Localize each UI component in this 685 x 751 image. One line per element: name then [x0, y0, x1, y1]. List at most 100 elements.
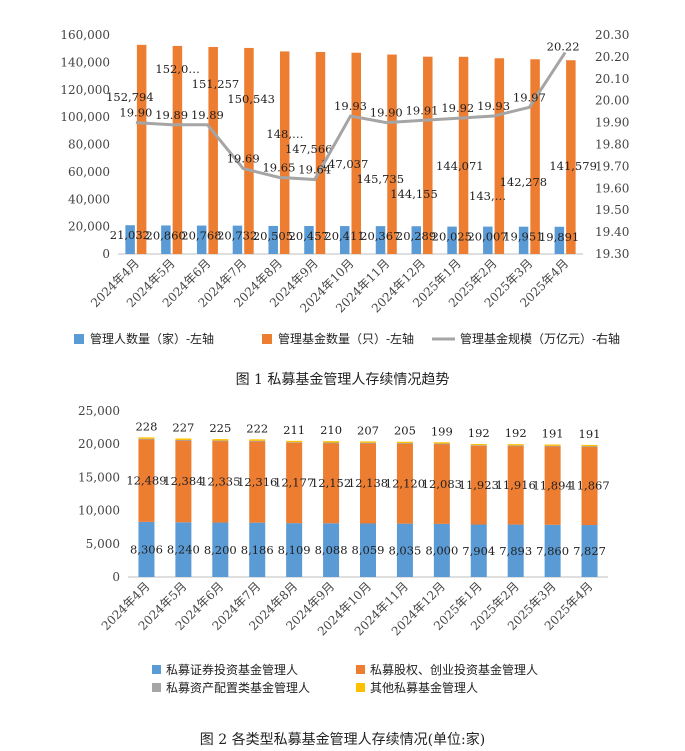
bar-segment-equity-vc — [544, 445, 561, 525]
bar-manager-count — [196, 225, 207, 254]
y-tick-label: 10,000 — [78, 504, 120, 518]
bar-fund-count — [494, 58, 505, 254]
y-right-tick-label: 20.20 — [595, 50, 629, 64]
legend-swatch-manager-count — [74, 334, 84, 344]
bar-fund-count — [244, 47, 254, 254]
bar-segment-securities — [433, 523, 450, 577]
data-label-fund-count: 151,257 — [192, 77, 240, 91]
bar-manager-count — [518, 226, 529, 254]
data-label-other: 199 — [431, 424, 453, 438]
bar-fund-count — [351, 52, 361, 255]
y-left-tick-label: 160,000 — [60, 28, 110, 42]
bar-segment-equity-vc — [507, 445, 524, 525]
data-label-manager-count: 20,860 — [146, 228, 186, 242]
data-label-fund-count: 147,566 — [285, 142, 333, 156]
data-label-securities: 7,904 — [462, 544, 495, 558]
data-label-manager-count: 19,891 — [539, 230, 579, 244]
bar-segment-equity-vc — [175, 440, 192, 523]
figure-2-caption: 图 2 各类型私募基金管理人存续情况(单位:家) — [199, 732, 486, 748]
bar-segment-equity-vc — [323, 442, 340, 524]
data-label-securities: 8,186 — [241, 543, 274, 557]
legend-label-equity-vc: 私募股权、创业投资基金管理人 — [370, 662, 538, 677]
bar-manager-count — [554, 226, 565, 254]
data-label-manager-count: 20,007 — [467, 230, 507, 244]
y-left-tick-label: 140,000 — [60, 55, 110, 69]
data-label-fund-count: 152,794 — [106, 90, 154, 104]
y-tick-label: 20,000 — [78, 437, 120, 451]
bar-segment-other — [138, 437, 155, 439]
data-label-securities: 8,088 — [315, 543, 348, 557]
bar-segment-equity-vc — [581, 446, 598, 526]
y-right-tick-label: 20.30 — [595, 28, 629, 42]
data-label-manager-count: 21,032 — [110, 228, 150, 242]
data-label-other: 192 — [468, 426, 490, 440]
bar-segment-other — [581, 444, 598, 447]
data-label-other: 228 — [135, 419, 157, 433]
legend-swatch-equity-vc — [356, 665, 365, 674]
data-label-equity-vc: 12,489 — [126, 473, 166, 487]
data-label-fund-scale: 19.92 — [441, 101, 474, 115]
data-label-fund-count: 142,278 — [500, 175, 548, 189]
data-label-manager-count: 19,951 — [503, 230, 543, 244]
data-label-fund-scale: 19.93 — [477, 99, 510, 113]
bar-segment-securities — [175, 522, 192, 577]
bar-manager-count — [268, 225, 278, 254]
data-label-equity-vc: 12,138 — [348, 476, 388, 490]
data-label-fund-count: 152,0… — [155, 62, 199, 76]
bar-segment-asset-allocation — [175, 439, 192, 441]
bar-segment-securities — [470, 524, 487, 577]
data-label-fund-scale: 19.69 — [227, 152, 260, 166]
data-label-fund-count: 141,579 — [549, 159, 597, 173]
bar-segment-other — [286, 440, 303, 443]
y-left-tick-label: 20,000 — [68, 220, 110, 234]
y-left-tick-label: 100,000 — [60, 110, 110, 124]
legend-label-fund-count: 管理基金数量（只）-左轴 — [278, 331, 414, 346]
data-label-fund-scale: 20.22 — [547, 40, 580, 54]
data-label-manager-count: 20,289 — [396, 229, 436, 243]
data-label-equity-vc: 12,335 — [200, 475, 240, 489]
data-label-fund-count: 148,… — [266, 127, 303, 141]
data-label-equity-vc: 12,120 — [385, 476, 425, 490]
data-label-securities: 8,059 — [352, 543, 385, 557]
y-left-tick-label: 120,000 — [60, 83, 110, 97]
bar-segment-securities — [138, 521, 155, 577]
data-label-fund-scale: 19.93 — [334, 99, 367, 113]
data-label-fund-count: 144,071 — [436, 159, 484, 173]
bar-fund-count — [530, 59, 540, 254]
bar-segment-equity-vc — [433, 443, 450, 524]
legend-label-other: 其他私募基金管理人 — [370, 680, 478, 695]
y-tick-label: 5,000 — [86, 537, 120, 551]
bar-fund-count — [172, 45, 183, 255]
data-label-equity-vc: 12,384 — [163, 474, 203, 488]
bar-segment-other — [212, 439, 229, 441]
legend-label-asset-allocation: 私募资产配置类基金管理人 — [166, 680, 310, 695]
bar-segment-equity-vc — [360, 442, 376, 524]
y-right-tick-label: 19.30 — [595, 247, 629, 261]
data-label-equity-vc: 12,316 — [237, 475, 277, 489]
data-label-other: 191 — [542, 427, 564, 441]
data-label-fund-count: 143,… — [469, 189, 506, 203]
bar-segment-asset-allocation — [507, 445, 524, 447]
bar-fund-count — [423, 56, 433, 255]
line-fund-scale — [135, 51, 567, 182]
y-right-tick-label: 20.10 — [595, 72, 629, 86]
bar-segment-equity-vc — [212, 440, 229, 523]
bar-segment-securities — [360, 523, 376, 577]
y-right-tick-label: 19.90 — [595, 116, 629, 130]
bar-manager-count — [411, 226, 422, 254]
data-label-equity-vc: 11,916 — [496, 478, 536, 492]
y-right-tick-label: 20.00 — [595, 94, 629, 108]
bar-segment-other — [360, 441, 376, 443]
bar-fund-count — [208, 46, 218, 254]
data-label-securities: 7,827 — [573, 544, 606, 558]
bar-segment-other — [507, 444, 524, 446]
data-label-fund-count: 150,543 — [227, 92, 275, 106]
data-label-other: 192 — [505, 426, 527, 440]
bar-segment-other — [249, 439, 266, 441]
data-label-fund-scale: 19.90 — [119, 106, 152, 120]
bar-segment-asset-allocation — [544, 445, 561, 447]
bar-segment-securities — [544, 524, 561, 577]
chart-1: 020,00040,00060,00080,000100,000120,0001… — [60, 28, 629, 346]
bar-manager-count — [304, 225, 314, 254]
bar-fund-count — [458, 56, 469, 254]
